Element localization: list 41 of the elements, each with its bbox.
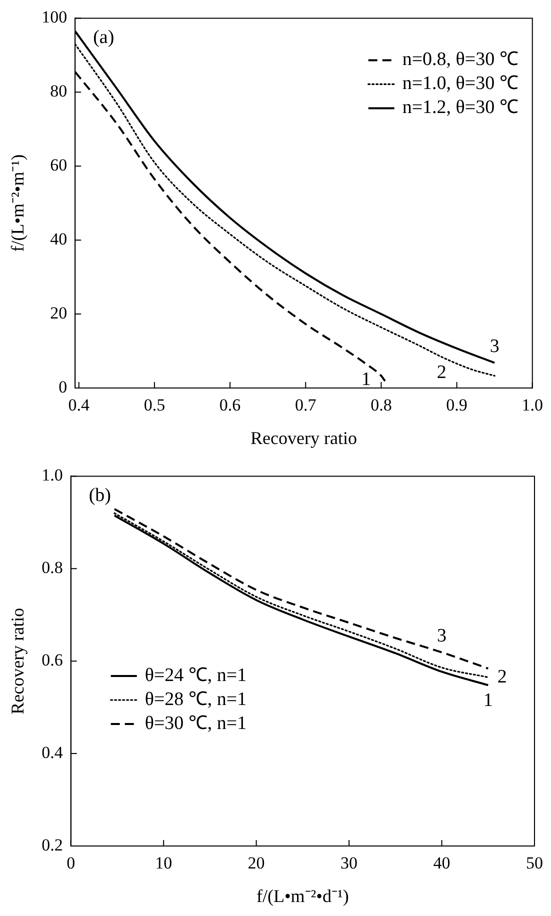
y-tick-label: 20 <box>50 304 68 323</box>
annotation: 3 <box>490 336 500 357</box>
annotation: 3 <box>437 625 447 646</box>
legend-label: n=1.2, θ=30 ℃ <box>402 97 518 118</box>
x-tick-label: 10 <box>155 854 172 873</box>
annotation: 2 <box>436 362 446 383</box>
y-tick-label: 1.0 <box>42 466 63 485</box>
x-tick-label: 50 <box>526 854 543 873</box>
x-tick-label: 0.6 <box>219 396 241 415</box>
legend-label: θ=24 ℃, n=1 <box>144 664 247 686</box>
x-axis-title: Recovery ratio <box>250 428 357 448</box>
x-tick-label: 0.8 <box>370 396 392 415</box>
x-tick-label: 20 <box>248 854 265 873</box>
x-tick-label: 0.4 <box>68 396 90 415</box>
legend-label: n=0.8, θ=30 ℃ <box>402 49 518 70</box>
legend-label: θ=28 ℃, n=1 <box>144 688 247 710</box>
y-tick-label: 0.6 <box>42 650 63 670</box>
annotation: (a) <box>93 27 114 48</box>
y-tick-label: 40 <box>50 230 68 249</box>
annotation: 2 <box>497 666 507 688</box>
x-tick-label: 40 <box>433 854 450 873</box>
y-tick-label: 0.2 <box>42 835 63 854</box>
legend-label: n=1.0, θ=30 ℃ <box>402 73 518 94</box>
x-tick-label: 1.0 <box>522 396 543 415</box>
x-axis-title: f/(L•m⁻²•d⁻¹) <box>256 886 349 906</box>
annotation: 1 <box>361 368 371 390</box>
y-axis-title: f/(L•m⁻²•m⁻¹) <box>8 154 28 252</box>
x-tick-label: 30 <box>340 854 358 873</box>
legend-label: θ=30 ℃, n=1 <box>144 712 247 734</box>
y-tick-label: 0 <box>58 377 68 396</box>
y-tick-label: 80 <box>50 82 68 101</box>
y-axis-title: Recovery ratio <box>8 608 28 714</box>
y-tick-label: 0.8 <box>42 558 63 578</box>
annotation: 1 <box>483 690 493 712</box>
y-tick-label: 100 <box>42 8 68 27</box>
x-tick-label: 0.7 <box>295 396 317 415</box>
annotation: (b) <box>88 485 112 506</box>
x-tick-label: 0.5 <box>144 396 166 415</box>
y-tick-label: 60 <box>50 156 68 175</box>
y-tick-label: 0.4 <box>42 743 64 762</box>
x-tick-label: 0.9 <box>446 396 468 415</box>
